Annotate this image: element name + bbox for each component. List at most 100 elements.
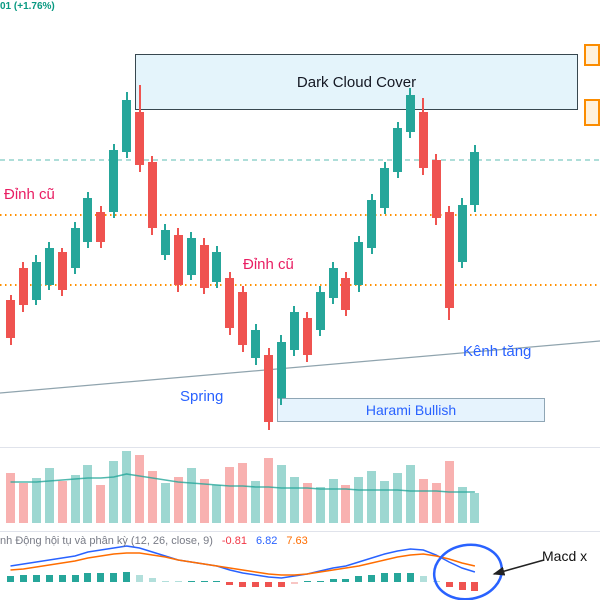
- macd-cross-label[interactable]: Macd x: [542, 548, 588, 564]
- macd-histogram-bar: [97, 573, 105, 582]
- macd-indicator-title[interactable]: ình Động hội tụ và phân kỳ (12, 26, clos…: [0, 535, 213, 547]
- macd-histogram-bar: [19, 574, 27, 582]
- candle-wick: [306, 312, 309, 362]
- macd-histogram-bar: [381, 573, 389, 582]
- spring-label[interactable]: Spring: [180, 388, 224, 405]
- macd-histogram-bar: [303, 581, 311, 582]
- candle: [276, 342, 286, 398]
- candle-wick: [177, 228, 180, 292]
- candle-wick: [99, 206, 102, 248]
- candle-wick: [22, 262, 25, 312]
- candle: [83, 198, 93, 242]
- volume-bar: [199, 479, 209, 523]
- macd-histogram-bar: [174, 581, 182, 582]
- macd-line: [10, 545, 476, 579]
- volume-bar: [328, 479, 338, 523]
- candle-wick: [267, 348, 270, 430]
- candle: [251, 330, 261, 358]
- macd-histogram-bar: [136, 574, 143, 582]
- macd-histogram-bar: [58, 574, 66, 582]
- orange-annotation-box-bottom[interactable]: [584, 99, 600, 126]
- candle: [315, 292, 325, 330]
- candle: [470, 152, 480, 205]
- candle-wick: [228, 272, 231, 335]
- macd-signal-line: [10, 552, 476, 576]
- volume-bar: [393, 473, 402, 523]
- volume-bar: [6, 473, 15, 523]
- candle: [328, 268, 338, 298]
- pane-separator-macd[interactable]: [0, 531, 600, 532]
- macd-hist-value: -0.81: [221, 535, 247, 547]
- volume-bar: [44, 468, 54, 523]
- candle: [135, 112, 144, 165]
- candle: [70, 228, 80, 268]
- pane-separator-volume[interactable]: [0, 447, 600, 448]
- candle-wick: [190, 232, 193, 280]
- old-peak-label-1[interactable]: Đỉnh cũ: [4, 186, 55, 203]
- volume-bar: [31, 478, 41, 523]
- macd-histogram-bar: [471, 582, 479, 591]
- macd-histogram-bar: [252, 582, 260, 587]
- candle-wick: [319, 286, 322, 336]
- candle: [444, 212, 454, 308]
- candle: [264, 355, 273, 422]
- candle: [186, 238, 196, 275]
- candle-wick: [164, 224, 167, 260]
- candle-wick: [86, 192, 89, 248]
- candle-wick: [448, 206, 451, 320]
- candle-wick: [473, 145, 476, 212]
- arrow-icon[interactable]: [492, 559, 545, 576]
- orange-annotation-box-top[interactable]: [584, 44, 600, 66]
- macd-cross-circle-annotation[interactable]: [430, 540, 506, 600]
- macd-histogram-bar: [84, 573, 92, 582]
- volume-bar: [225, 467, 235, 523]
- candle: [457, 205, 467, 262]
- volume-bar: [380, 481, 390, 523]
- volume-bar: [251, 481, 261, 523]
- macd-histogram-bar: [110, 573, 118, 582]
- candle-wick: [435, 154, 438, 225]
- macd-histogram-bar: [226, 582, 234, 585]
- candle: [367, 200, 377, 248]
- candle: [6, 300, 15, 338]
- volume-bar: [302, 483, 312, 523]
- old-peak-label-2[interactable]: Đỉnh cũ: [243, 256, 294, 273]
- macd-histogram-bar: [200, 581, 208, 582]
- dark-cloud-cover-annotation-box[interactable]: Dark Cloud Cover: [135, 54, 578, 110]
- candle: [393, 128, 402, 172]
- macd-histogram-bar: [148, 577, 156, 582]
- volume-bar: [212, 485, 222, 523]
- macd-histogram-bar: [265, 582, 272, 587]
- volume-bar: [444, 461, 454, 523]
- candle: [354, 242, 364, 285]
- candle: [109, 150, 119, 212]
- macd-histogram-bar: [432, 580, 440, 582]
- volume-bar: [135, 455, 144, 523]
- volume-bar: [96, 485, 106, 523]
- macd-histogram-bar: [394, 573, 401, 582]
- volume-bar: [431, 483, 441, 523]
- candle: [147, 162, 157, 228]
- volume-bar: [173, 477, 183, 523]
- candle-wick: [344, 272, 347, 316]
- candle: [122, 100, 132, 152]
- candle: [57, 252, 67, 290]
- candle-wick: [203, 238, 205, 294]
- macd-histogram-bar: [368, 574, 376, 582]
- volume-bar: [57, 481, 67, 523]
- rising-channel-label[interactable]: Kênh tăng: [463, 343, 532, 360]
- macd-line-value: 6.82: [255, 535, 278, 547]
- volume-bar: [122, 451, 132, 523]
- harami-bullish-annotation-box[interactable]: Harami Bullish: [277, 398, 545, 422]
- macd-histogram-bar: [161, 580, 169, 582]
- macd-histogram-bar: [277, 582, 285, 587]
- volume-bar: [18, 483, 28, 523]
- volume-bar: [289, 477, 299, 523]
- macd-histogram-bar: [445, 582, 453, 587]
- candle-wick: [74, 222, 76, 274]
- candle: [173, 235, 183, 285]
- candle: [225, 278, 235, 328]
- candle: [341, 278, 351, 310]
- macd-signal-value: 7.63: [286, 535, 308, 547]
